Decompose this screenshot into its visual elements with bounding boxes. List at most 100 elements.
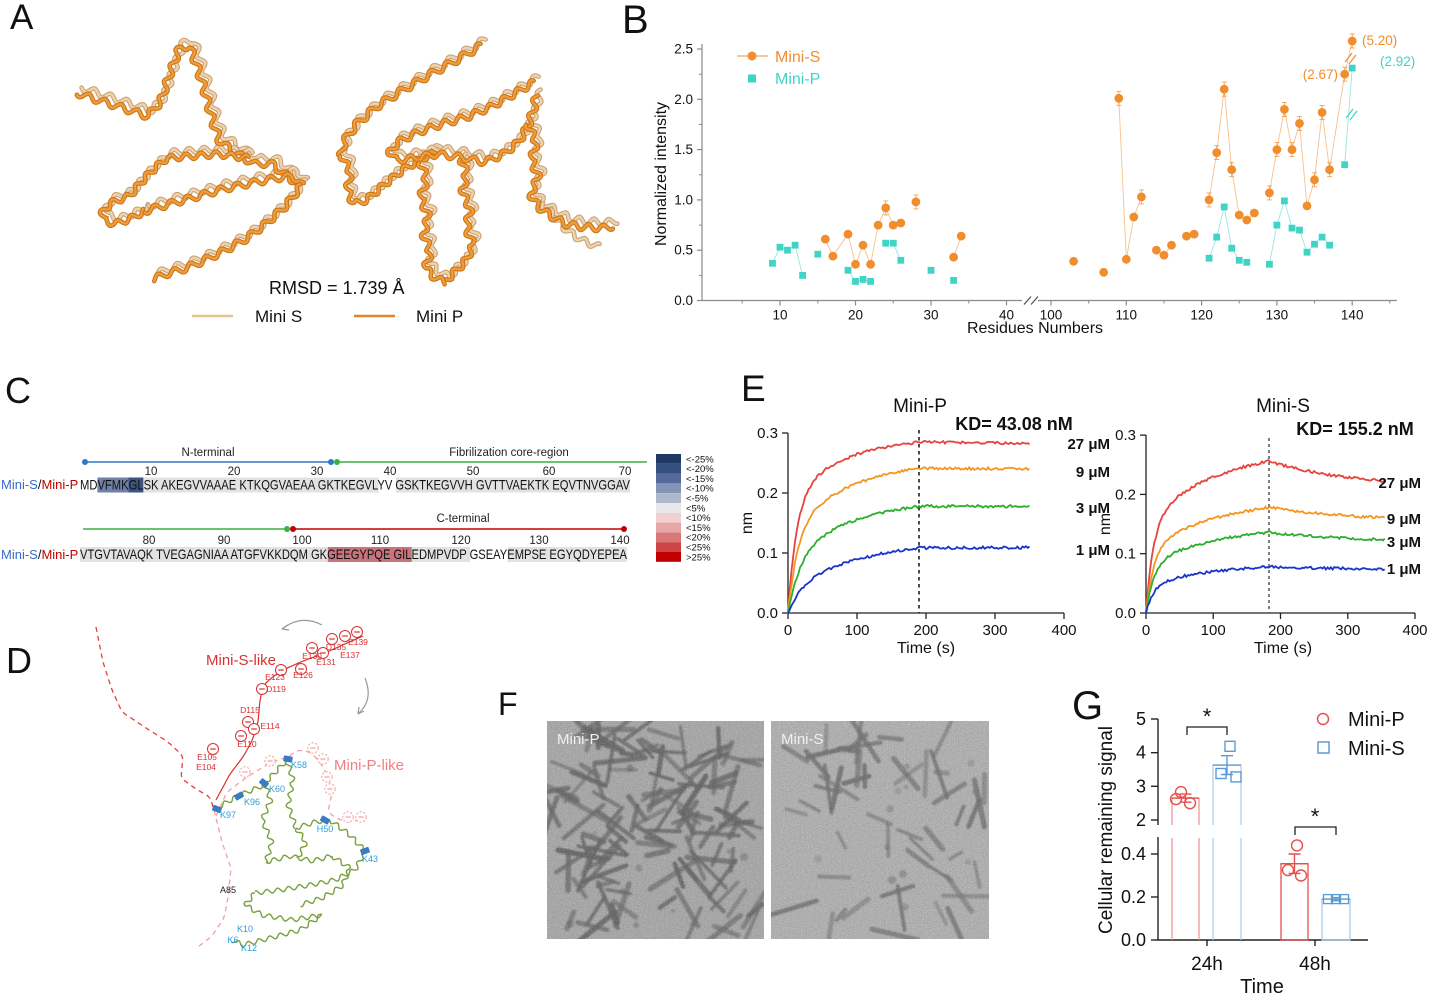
- svg-text:Mini-S: Mini-S: [781, 731, 824, 748]
- svg-text:Mini-S-like: Mini-S-like: [206, 652, 276, 669]
- svg-text:Mini-P: Mini-P: [557, 731, 600, 748]
- svg-text:<-10%: <-10%: [686, 484, 714, 495]
- svg-text:1 μM: 1 μM: [1076, 542, 1110, 559]
- svg-text:2.0: 2.0: [674, 92, 693, 107]
- svg-text:RMSD = 1.739 Å: RMSD = 1.739 Å: [269, 278, 405, 298]
- svg-text:0: 0: [1142, 622, 1150, 639]
- svg-text:0.2: 0.2: [1115, 486, 1136, 503]
- svg-text:Mini-S: Mini-S: [775, 49, 820, 66]
- svg-text:130: 130: [529, 535, 548, 547]
- svg-text:0.2: 0.2: [1121, 887, 1146, 907]
- svg-text:Normalized intensity: Normalized intensity: [653, 102, 670, 246]
- svg-text:0.1: 0.1: [1115, 546, 1136, 563]
- svg-text:100: 100: [1201, 622, 1226, 639]
- svg-text:Residues Numbers: Residues Numbers: [967, 320, 1103, 337]
- svg-text:Time (s): Time (s): [1254, 640, 1312, 657]
- svg-text:9 μM: 9 μM: [1387, 511, 1421, 528]
- svg-text:Time (s): Time (s): [897, 640, 955, 657]
- svg-text:D115: D115: [240, 705, 260, 715]
- svg-text:130: 130: [1266, 308, 1289, 323]
- svg-text:MDVFMKGLSK AKEGVVAAAE KTKQGVAE: MDVFMKGLSK AKEGVVAAAE KTKQGVAEAA GKTKEGV…: [80, 478, 631, 493]
- svg-text:3 μM: 3 μM: [1387, 534, 1421, 551]
- svg-text:110: 110: [371, 535, 389, 547]
- svg-text:80: 80: [143, 535, 156, 547]
- svg-text:K12: K12: [241, 943, 257, 953]
- svg-text:Mini-P: Mini-P: [893, 396, 947, 417]
- svg-text:H50: H50: [317, 824, 334, 834]
- svg-text:<-5%: <-5%: [686, 494, 709, 505]
- svg-text:<5%: <5%: [686, 503, 706, 514]
- svg-text:27 μM: 27 μM: [1378, 475, 1421, 492]
- svg-text:Cellular remaining signal: Cellular remaining signal: [1096, 726, 1117, 934]
- svg-text:nm: nm: [1097, 513, 1114, 535]
- svg-text:70: 70: [619, 466, 632, 478]
- svg-text:<-20%: <-20%: [686, 464, 714, 475]
- svg-text:200: 200: [913, 622, 938, 639]
- svg-text:1.5: 1.5: [674, 142, 693, 157]
- svg-text:Mini S: Mini S: [255, 307, 302, 326]
- svg-text:30: 30: [923, 308, 938, 323]
- svg-text:0.0: 0.0: [674, 293, 693, 308]
- svg-text:100: 100: [292, 535, 311, 547]
- svg-text:E131: E131: [316, 657, 336, 667]
- svg-text:48h: 48h: [1299, 954, 1331, 975]
- svg-text:<-25%: <-25%: [686, 454, 714, 465]
- svg-text:KD= 43.08 nM: KD= 43.08 nM: [955, 414, 1073, 434]
- svg-text:Mini-P: Mini-P: [1348, 709, 1405, 731]
- svg-text:140: 140: [1341, 308, 1364, 323]
- svg-text:E110: E110: [237, 739, 256, 749]
- svg-text:1 μM: 1 μM: [1387, 561, 1421, 578]
- svg-text:G: G: [1072, 684, 1103, 728]
- svg-text:E139: E139: [348, 637, 368, 647]
- svg-text:Time: Time: [1240, 976, 1284, 997]
- svg-text:3 μM: 3 μM: [1076, 500, 1110, 517]
- svg-text:0.0: 0.0: [1121, 930, 1146, 950]
- svg-text:120: 120: [1190, 308, 1213, 323]
- svg-text:<15%: <15%: [686, 523, 711, 534]
- svg-text:E126: E126: [293, 670, 313, 680]
- svg-text:200: 200: [1268, 622, 1293, 639]
- svg-text:K43: K43: [362, 854, 378, 864]
- svg-text:B: B: [622, 0, 649, 42]
- svg-text:0.0: 0.0: [1115, 605, 1136, 622]
- svg-text:A: A: [10, 0, 34, 37]
- svg-text:C-terminal: C-terminal: [436, 513, 489, 525]
- svg-text:N-terminal: N-terminal: [181, 447, 234, 459]
- svg-text:3: 3: [1136, 776, 1146, 796]
- svg-text:Fibrilization core-region: Fibrilization core-region: [449, 447, 569, 459]
- svg-text:E104: E104: [196, 762, 216, 772]
- svg-text:140: 140: [610, 535, 629, 547]
- svg-text:300: 300: [982, 622, 1007, 639]
- svg-text:E130: E130: [302, 651, 322, 661]
- svg-text:nm: nm: [739, 512, 756, 534]
- svg-text:2: 2: [1136, 810, 1146, 830]
- svg-text:Mini-P: Mini-P: [775, 71, 820, 88]
- svg-text:KD= 155.2 nM: KD= 155.2 nM: [1296, 419, 1414, 439]
- svg-text:30: 30: [311, 466, 324, 478]
- svg-text:<20%: <20%: [686, 533, 711, 544]
- svg-text:<10%: <10%: [686, 513, 711, 524]
- svg-text:110: 110: [1116, 308, 1138, 323]
- svg-text:(5.20): (5.20): [1362, 33, 1397, 48]
- svg-text:20: 20: [848, 308, 863, 323]
- svg-text:Mini-S: Mini-S: [1348, 738, 1405, 760]
- svg-text:100: 100: [1040, 308, 1063, 323]
- svg-text:VTGVTAVAQK TVEGAGNIAA ATGFVKKD: VTGVTAVAQK TVEGAGNIAA ATGFVKKDQM GKGEEGY…: [80, 547, 628, 562]
- svg-text:50: 50: [467, 466, 480, 478]
- svg-text:0.3: 0.3: [1115, 427, 1136, 444]
- svg-text:24h: 24h: [1191, 954, 1223, 975]
- svg-text:E123: E123: [265, 672, 285, 682]
- svg-text:K60: K60: [269, 784, 285, 794]
- svg-text:40: 40: [999, 308, 1014, 323]
- svg-text:9 μM: 9 μM: [1076, 464, 1110, 481]
- svg-text:0: 0: [784, 622, 792, 639]
- svg-text:K58: K58: [291, 760, 307, 770]
- svg-text:E137: E137: [340, 650, 360, 660]
- svg-text:5: 5: [1136, 709, 1146, 729]
- svg-text:40: 40: [384, 466, 397, 478]
- svg-text:0.3: 0.3: [757, 425, 778, 442]
- svg-text:<25%: <25%: [686, 543, 711, 554]
- svg-text:300: 300: [1335, 622, 1360, 639]
- svg-text:*: *: [1203, 704, 1212, 729]
- svg-text:0.1: 0.1: [757, 545, 778, 562]
